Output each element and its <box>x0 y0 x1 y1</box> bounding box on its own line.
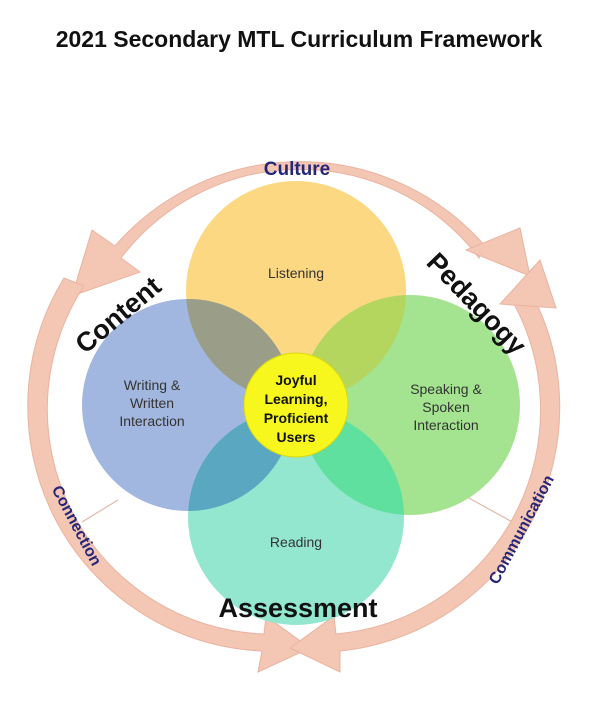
overlap-speaking-listening <box>300 295 406 401</box>
page-title: 2021 Secondary MTL Curriculum Framework <box>55 26 543 52</box>
culture-arrow-right-head <box>464 227 531 277</box>
listening-label: Listening <box>268 265 324 281</box>
writing-label-line2: Written <box>130 395 174 411</box>
communication-arrow-head <box>498 259 557 309</box>
communication-arrow <box>289 295 561 673</box>
overlap-speaking-reading <box>300 409 404 515</box>
culture-arrow <box>71 161 486 297</box>
center-circle <box>243 352 349 458</box>
communication-label: Communication <box>486 473 558 588</box>
connection-label: Connection <box>48 483 104 569</box>
reading-label: Reading <box>270 534 322 550</box>
center-line3: Proficient <box>264 410 329 426</box>
center-line2: Learning, <box>264 391 327 407</box>
overlap-writing-reading <box>188 409 294 511</box>
speaking-label-line2: Spoken <box>422 399 469 415</box>
speaking-label-line3: Interaction <box>413 417 478 433</box>
center-line4: Users <box>277 429 316 445</box>
center-line1: Joyful <box>275 372 316 388</box>
overlap-regions <box>186 295 406 515</box>
writing-label-line3: Interaction <box>119 413 184 429</box>
speaking-label-line1: Speaking & <box>410 381 482 397</box>
writing-label-line1: Writing & <box>124 377 181 393</box>
assessment-label: Assessment <box>218 593 377 623</box>
connector-line-left <box>81 499 119 523</box>
overlap-writing-listening <box>186 299 294 401</box>
culture-label: Culture <box>264 159 331 180</box>
cycle-arrows <box>27 161 561 673</box>
